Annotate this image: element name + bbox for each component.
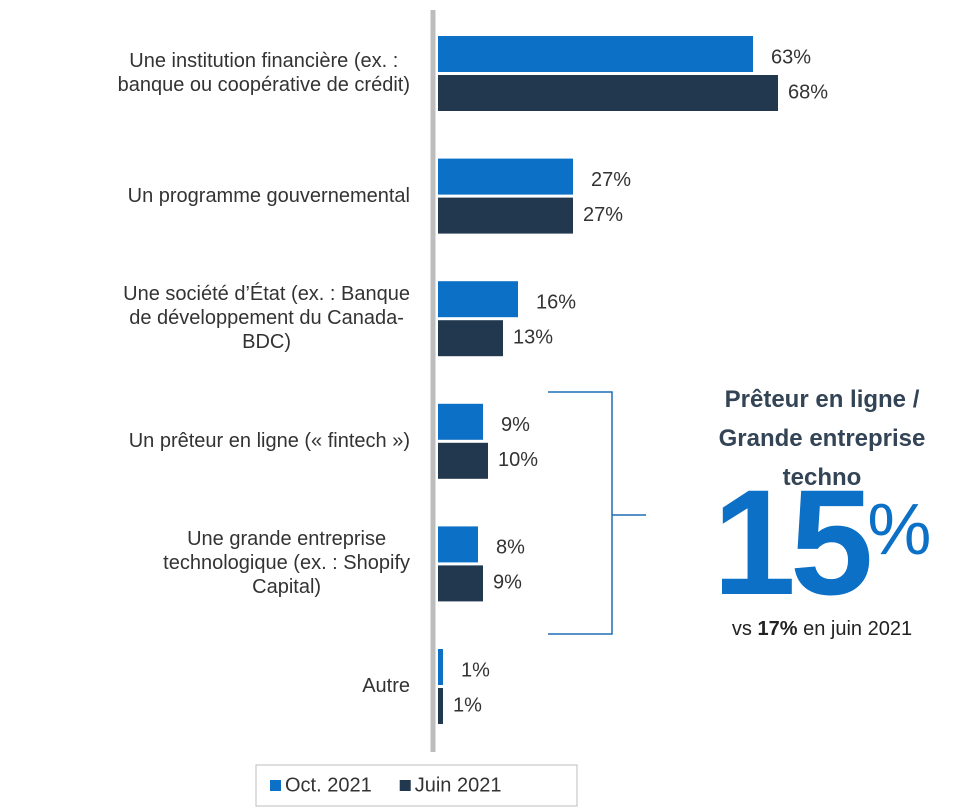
category-label: Un programme gouvernemental bbox=[127, 184, 410, 207]
value-label: 68% bbox=[788, 81, 828, 103]
category-label: Un prêteur en ligne (« fintech ») bbox=[128, 429, 410, 452]
category-label: Une grande entreprise technologique (ex.… bbox=[163, 528, 410, 599]
legend-label: Juin 2021 bbox=[415, 774, 502, 796]
bar bbox=[438, 281, 518, 318]
legend-box bbox=[255, 764, 578, 807]
value-label: 13% bbox=[513, 326, 553, 348]
category-label: Autre bbox=[362, 675, 410, 697]
value-label: 16% bbox=[536, 291, 576, 313]
value-label: 1% bbox=[461, 659, 490, 681]
callout-value: 15 bbox=[712, 458, 874, 626]
bar bbox=[438, 688, 443, 724]
legend-label: Oct. 2021 bbox=[285, 774, 372, 796]
bar bbox=[438, 403, 483, 440]
category-label: Une société d’État (ex. : Banque de déve… bbox=[123, 283, 410, 354]
value-label: 63% bbox=[771, 46, 811, 68]
bar bbox=[438, 75, 778, 111]
legend-swatch bbox=[399, 780, 411, 791]
callout-note: vs 17% en juin 2021 bbox=[692, 618, 952, 641]
callout-suffix: % bbox=[867, 490, 932, 570]
bar bbox=[438, 442, 488, 479]
bar bbox=[438, 197, 573, 234]
callout-value-box: 15% bbox=[692, 467, 952, 617]
bar bbox=[438, 36, 753, 72]
value-label: 1% bbox=[453, 694, 482, 716]
value-label: 10% bbox=[498, 449, 538, 471]
note-prefix: vs bbox=[731, 618, 752, 640]
bracket bbox=[548, 391, 646, 635]
bar bbox=[438, 565, 483, 602]
bar bbox=[438, 158, 573, 195]
bar bbox=[438, 526, 478, 563]
value-label: 8% bbox=[496, 537, 525, 559]
bar bbox=[438, 649, 443, 685]
value-label: 9% bbox=[501, 414, 530, 436]
bar bbox=[438, 320, 503, 357]
note-suffix: en juin 2021 bbox=[803, 618, 913, 640]
note-value: 17% bbox=[757, 618, 798, 640]
value-label: 9% bbox=[493, 572, 522, 594]
callout-title: Prêteur en ligne / Grande entreprise tec… bbox=[718, 386, 926, 491]
legend-swatch bbox=[270, 780, 281, 791]
category-label: Une institution financière (ex. : banque… bbox=[117, 50, 410, 96]
value-label: 27% bbox=[583, 204, 623, 226]
value-label: 27% bbox=[591, 169, 631, 191]
